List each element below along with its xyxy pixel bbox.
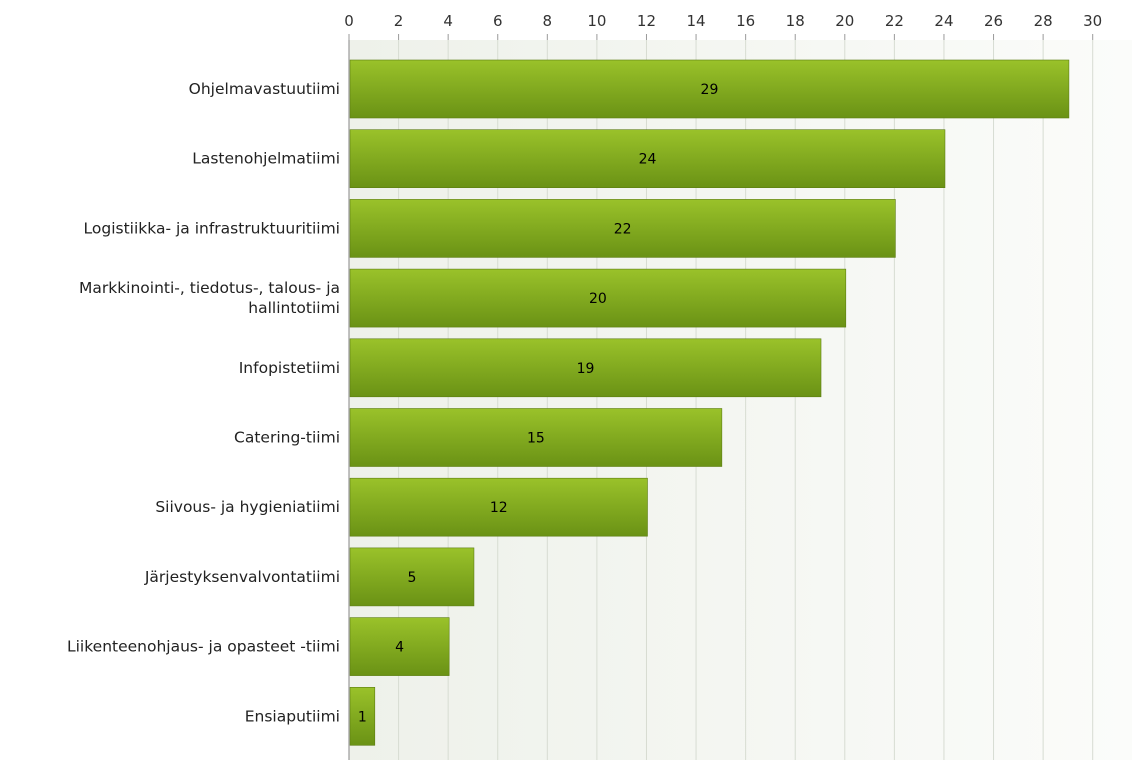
category-label: Lastenohjelmatiimi [192,150,340,168]
bar [349,59,1070,119]
category-label: Ohjelmavastuutiimi [189,80,340,98]
bar [349,129,946,188]
category-label: Liikenteenohjaus- ja opasteet -tiimi [67,638,340,656]
category-label: Catering-tiimi [234,429,340,447]
category-label: Markkinointi-, tiedotus-, talous- ja [79,279,340,297]
x-tick-label: 14 [687,12,706,30]
bar [349,199,896,258]
bar [349,408,723,467]
bar [349,338,822,398]
x-tick-label: 24 [934,12,953,30]
x-tick-label: 4 [443,12,453,30]
bar-value-label: 29 [701,82,719,98]
x-tick-label: 2 [394,12,404,30]
bar-value-label: 22 [614,221,632,237]
bars [349,59,1070,746]
category-label: hallintotiimi [248,299,340,317]
labels: 0 2 4 6 8 10 12 14 16 18 20 22 24 26 28 3029Ohjelmavast… [67,12,1102,725]
category-label: Ensiaputiimi [245,707,340,725]
x-tick-label: 10 [587,12,606,30]
axes [348,34,1094,760]
bar-value-label: 24 [639,152,657,168]
bar-value-label: 4 [395,640,404,656]
x-tick-label: 12 [637,12,656,30]
bar-value-label: 15 [527,431,545,447]
category-label: Järjestyksenvalvontatiimi [144,568,340,586]
bar [349,547,475,607]
x-tick-label: 20 [835,12,854,30]
bar-value-label: 20 [589,291,607,307]
bar [349,617,450,676]
bar [349,686,376,746]
bar-value-label: 1 [358,709,367,725]
bar-value-label: 19 [577,361,595,377]
x-tick-label: 22 [885,12,904,30]
x-tick-label: 16 [736,12,755,30]
bar-value-label: 12 [490,500,508,516]
category-label: Siivous- ja hygieniatiimi [155,498,340,516]
category-label: Infopistetiimi [239,359,340,377]
x-tick-label: 30 [1083,12,1102,30]
x-tick-label: 26 [984,12,1003,30]
x-tick-label: 18 [786,12,805,30]
bar [349,268,847,328]
x-tick-label: 28 [1034,12,1053,30]
category-label: Logistiikka- ja infrastruktuuritiimi [84,219,340,237]
x-tick-label: 8 [543,12,553,30]
bar-value-label: 5 [408,570,417,586]
bar [349,477,648,537]
x-tick-label: 0 [344,12,354,30]
x-tick-label: 6 [493,12,503,30]
